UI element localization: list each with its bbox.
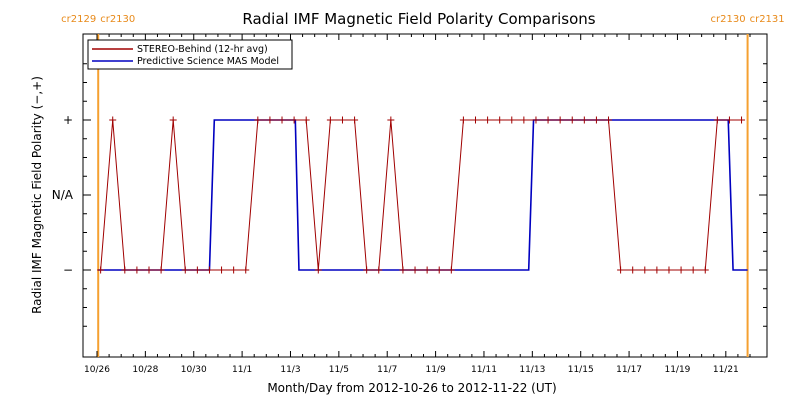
- y-axis-label: Radial IMF Magnetic Field Polarity (−,+): [30, 76, 44, 314]
- data-point-stereo: [145, 266, 153, 274]
- data-point-stereo: [677, 266, 685, 274]
- data-point-stereo: [351, 116, 359, 124]
- data-point-stereo: [641, 266, 649, 274]
- carrington-label-left: cr2129: [61, 14, 96, 25]
- data-point-stereo: [629, 266, 637, 274]
- data-point-stereo: [387, 116, 395, 124]
- data-point-stereo: [242, 266, 250, 274]
- plot-frame: [82, 33, 768, 358]
- data-point-stereo: [169, 116, 177, 124]
- data-point-stereo: [532, 116, 540, 124]
- data-point-stereo: [471, 116, 479, 124]
- data-point-stereo: [701, 266, 709, 274]
- data-point-stereo: [725, 116, 733, 124]
- carrington-label-left: cr2130: [711, 14, 746, 25]
- data-point-stereo: [218, 266, 226, 274]
- x-tick-label: 11/13: [519, 365, 545, 375]
- y-tick-label: +: [63, 113, 73, 127]
- data-point-stereo: [109, 116, 117, 124]
- data-point-stereo: [205, 266, 213, 274]
- data-point-stereo: [520, 116, 528, 124]
- x-tick-label: 11/9: [425, 365, 445, 375]
- x-axis-label: Month/Day from 2012-10-26 to 2012-11-22 …: [267, 381, 556, 395]
- data-point-stereo: [302, 116, 310, 124]
- data-point-stereo: [484, 116, 492, 124]
- data-point-stereo: [738, 116, 746, 124]
- data-point-stereo: [653, 266, 661, 274]
- x-tick-label: 11/15: [568, 365, 594, 375]
- x-axis: 10/26 10/28 10/30 11/1 11/3 11/5 11/7 11/9 11/11…: [84, 34, 751, 375]
- data-point-stereo: [568, 116, 576, 124]
- carrington-label-right: cr2131: [750, 14, 785, 25]
- data-point-stereo: [254, 116, 262, 124]
- data-point-stereo: [181, 266, 189, 274]
- data-point-stereo: [375, 266, 383, 274]
- data-point-stereo: [423, 266, 431, 274]
- data-point-stereo: [713, 116, 721, 124]
- x-tick-label: 11/17: [616, 365, 642, 375]
- x-tick-label: 11/21: [713, 365, 739, 375]
- carrington-label-right: cr2130: [100, 14, 135, 25]
- data-point-stereo: [459, 116, 467, 124]
- series-layer: [97, 116, 748, 274]
- x-tick-label: 10/28: [132, 365, 158, 375]
- series-line-model: [98, 119, 748, 271]
- data-point-stereo: [314, 266, 322, 274]
- y-tick-label: −: [63, 263, 73, 277]
- data-point-stereo: [290, 116, 298, 124]
- data-point-stereo: [157, 266, 165, 274]
- data-point-stereo: [689, 266, 697, 274]
- data-point-stereo: [544, 116, 552, 124]
- x-tick-label: 10/26: [84, 365, 110, 375]
- series-line-stereo: [100, 119, 742, 271]
- data-point-stereo: [580, 116, 588, 124]
- y-axis: + N/A −: [52, 63, 767, 327]
- y-tick-label: N/A: [52, 188, 74, 202]
- x-tick-label: 11/11: [471, 365, 497, 375]
- data-point-stereo: [326, 116, 334, 124]
- data-point-stereo: [97, 266, 105, 274]
- data-point-stereo: [496, 116, 504, 124]
- x-tick-label: 11/7: [377, 365, 397, 375]
- data-point-stereo: [230, 266, 238, 274]
- legend-entry-label: STEREO-Behind (12-hr avg): [137, 44, 268, 55]
- carrington-markers: cr2129 cr2130 cr2130 cr2131: [61, 14, 785, 357]
- data-point-stereo: [193, 266, 201, 274]
- data-point-stereo: [411, 266, 419, 274]
- data-point-stereo: [435, 266, 443, 274]
- data-point-stereo: [508, 116, 516, 124]
- x-tick-label: 10/30: [181, 365, 207, 375]
- legend-entry-label: Predictive Science MAS Model: [137, 56, 279, 67]
- data-point-stereo: [399, 266, 407, 274]
- data-point-stereo: [266, 116, 274, 124]
- data-point-stereo: [665, 266, 673, 274]
- data-point-stereo: [278, 116, 286, 124]
- data-point-stereo: [121, 266, 129, 274]
- data-point-stereo: [592, 116, 600, 124]
- data-point-stereo: [556, 116, 564, 124]
- data-point-stereo: [447, 266, 455, 274]
- data-point-stereo: [605, 116, 613, 124]
- chart-title: Radial IMF Magnetic Field Polarity Compa…: [242, 10, 595, 28]
- data-point-stereo: [133, 266, 141, 274]
- data-point-stereo: [338, 116, 346, 124]
- x-tick-label: 11/19: [664, 365, 690, 375]
- legend: STEREO-Behind (12-hr avg)Predictive Scie…: [87, 39, 293, 70]
- x-tick-label: 11/3: [280, 365, 300, 375]
- data-point-stereo: [363, 266, 371, 274]
- legend-box: [87, 39, 293, 70]
- x-tick-label: 11/1: [232, 365, 252, 375]
- x-tick-label: 11/5: [329, 365, 349, 375]
- data-point-stereo: [617, 266, 625, 274]
